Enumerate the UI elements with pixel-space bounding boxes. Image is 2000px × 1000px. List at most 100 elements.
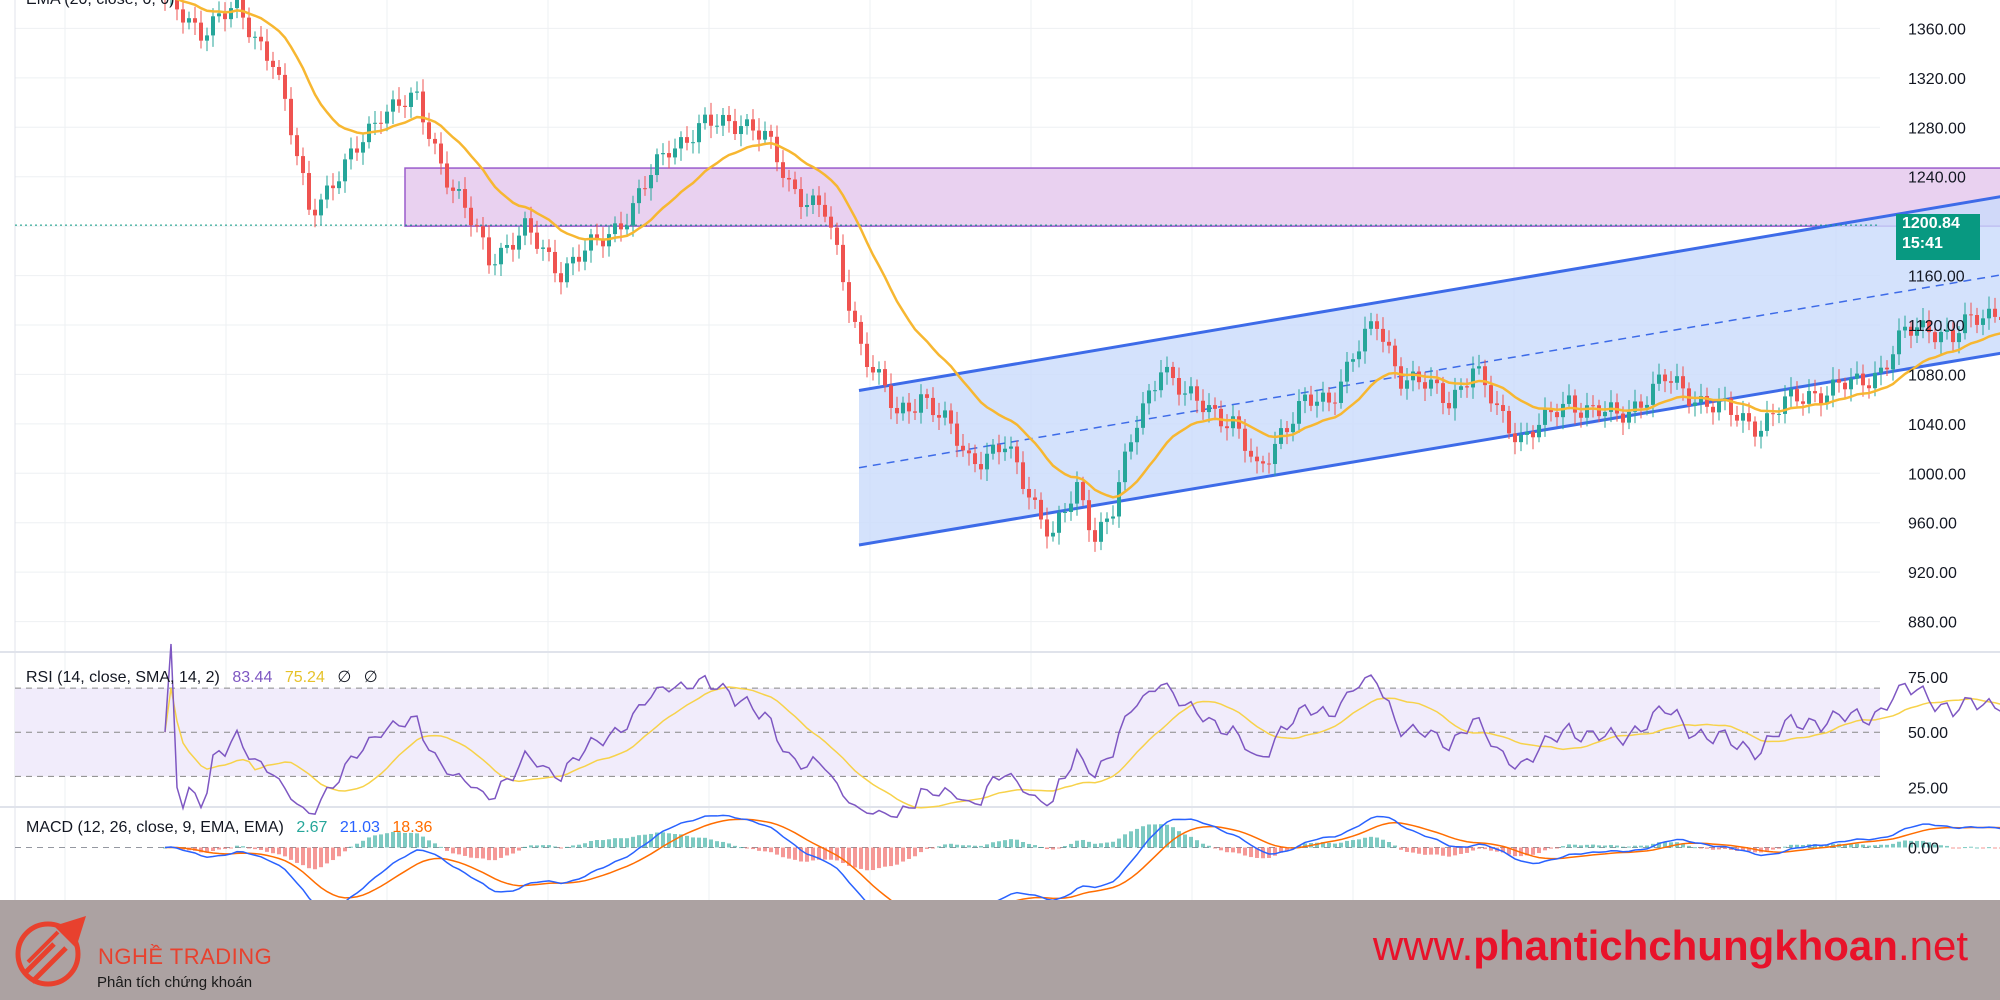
macd-histogram-bar bbox=[1225, 847, 1229, 853]
macd-histogram-bar bbox=[541, 845, 545, 848]
candle-body bbox=[553, 251, 557, 274]
macd-histogram-bar bbox=[1045, 847, 1049, 850]
rsi-axis-tick: 50.00 bbox=[1908, 725, 1948, 742]
macd-histogram-bar bbox=[1819, 845, 1823, 848]
candle-body bbox=[457, 189, 461, 191]
candle-body bbox=[985, 453, 989, 470]
candle-body bbox=[1711, 406, 1715, 413]
macd-histogram-bar bbox=[673, 834, 677, 848]
macd-histogram-bar bbox=[1981, 847, 1985, 849]
chart-area[interactable]: 1360.00 1320.00 1280.00 1240.00 1160.00 1120.… bbox=[0, 0, 2000, 900]
candle-body bbox=[1477, 366, 1481, 369]
candle-body bbox=[1915, 327, 1919, 336]
candle-body bbox=[685, 137, 689, 143]
candle-body bbox=[889, 385, 893, 408]
candle-body bbox=[1363, 328, 1367, 352]
macd-histogram-bar bbox=[1849, 844, 1853, 848]
candle-body bbox=[1879, 367, 1883, 373]
macd-histogram-bar bbox=[1009, 839, 1013, 848]
candle-body bbox=[487, 237, 491, 266]
macd-histogram-bar bbox=[1327, 842, 1331, 848]
macd-histogram-bar bbox=[685, 835, 689, 848]
macd-histogram-bar bbox=[679, 834, 683, 848]
macd-histogram-bar bbox=[1315, 842, 1319, 848]
candle-body bbox=[1837, 379, 1841, 383]
rsi-axis-tick: 25.00 bbox=[1908, 780, 1948, 797]
macd-histogram-bar bbox=[931, 847, 935, 849]
macd-histogram-bar bbox=[1885, 844, 1889, 848]
macd-histogram-bar bbox=[1201, 843, 1205, 848]
candle-body bbox=[841, 244, 845, 283]
candle-body bbox=[1057, 512, 1061, 533]
macd-histogram-bar bbox=[835, 847, 839, 861]
candle-body bbox=[1447, 402, 1451, 409]
candle-body bbox=[1195, 386, 1199, 401]
candle-body bbox=[1429, 379, 1433, 389]
candle-body bbox=[1525, 431, 1529, 435]
candle-body bbox=[1747, 413, 1751, 422]
macd-line bbox=[164, 814, 2000, 900]
macd-histogram-bar bbox=[1387, 842, 1391, 848]
candle-body bbox=[943, 410, 947, 418]
macd-histogram-bar bbox=[217, 847, 221, 850]
candle-body bbox=[763, 130, 767, 140]
candle-body bbox=[667, 153, 671, 158]
macd-histogram-bar bbox=[235, 845, 239, 848]
candle-body bbox=[1051, 532, 1055, 537]
macd-histogram-bar bbox=[319, 847, 323, 868]
macd-histogram-bar bbox=[1159, 824, 1163, 848]
candle-body bbox=[745, 119, 749, 127]
macd-histogram-bar bbox=[1213, 847, 1217, 849]
candle-body bbox=[1453, 389, 1457, 409]
candle-body bbox=[1531, 431, 1535, 438]
macd-histogram-bar bbox=[1375, 837, 1379, 848]
macd-histogram-bar bbox=[355, 843, 359, 848]
macd-histogram-bar bbox=[1615, 845, 1619, 848]
candle-body bbox=[1753, 421, 1757, 437]
candle-body bbox=[559, 273, 563, 283]
macd-histogram-bar bbox=[1993, 847, 1997, 849]
candle-body bbox=[301, 156, 305, 174]
candle-body bbox=[529, 218, 533, 233]
candle-body bbox=[1741, 413, 1745, 421]
candle-body bbox=[1297, 401, 1301, 424]
candle-body bbox=[1693, 402, 1697, 406]
macd-histogram-bar bbox=[1561, 846, 1565, 848]
rsi-value: 83.44 bbox=[232, 669, 273, 686]
macd-histogram-bar bbox=[781, 847, 785, 858]
macd-histogram-bar bbox=[595, 840, 599, 848]
candle-body bbox=[1021, 462, 1025, 489]
macd-histogram-bar bbox=[349, 846, 353, 848]
macd-histogram-bar bbox=[1717, 847, 1721, 850]
macd-histogram-bar bbox=[1219, 847, 1223, 851]
macd-histogram-bar bbox=[913, 847, 917, 857]
candle-body bbox=[1237, 416, 1241, 429]
candle-body bbox=[1033, 497, 1037, 500]
candle-body bbox=[1519, 434, 1523, 443]
macd-histogram-bar bbox=[1249, 847, 1253, 858]
rsi-axis-tick: 75.00 bbox=[1908, 670, 1948, 687]
macd-histogram-bar bbox=[1897, 841, 1901, 848]
macd-histogram-bar bbox=[1105, 842, 1109, 848]
candle-body bbox=[1771, 413, 1775, 415]
chart-svg[interactable]: 1360.00 1320.00 1280.00 1240.00 1160.00 1120.… bbox=[0, 0, 2000, 900]
macd-histogram-bar bbox=[1705, 847, 1709, 849]
candle-body bbox=[1537, 424, 1541, 438]
candles bbox=[164, 0, 2000, 552]
candle-body bbox=[1399, 366, 1403, 389]
rsi-line bbox=[164, 643, 2000, 819]
candle-body bbox=[751, 119, 755, 131]
candle-body bbox=[721, 114, 725, 126]
macd-histogram-bar bbox=[271, 847, 275, 854]
macd-histogram-bar bbox=[1147, 824, 1151, 848]
candle-body bbox=[739, 126, 743, 135]
macd-histogram-bar bbox=[553, 846, 557, 848]
macd-histogram-bar bbox=[361, 840, 365, 848]
candle-body bbox=[583, 250, 587, 262]
candle-body bbox=[1897, 330, 1901, 355]
brand-logo-icon bbox=[15, 916, 86, 987]
candle-body bbox=[595, 234, 599, 240]
website-link[interactable]: www.phantichchungkhoan.net bbox=[1373, 922, 1968, 970]
candle-body bbox=[1729, 398, 1733, 415]
macd-histogram-bar bbox=[1585, 844, 1589, 848]
